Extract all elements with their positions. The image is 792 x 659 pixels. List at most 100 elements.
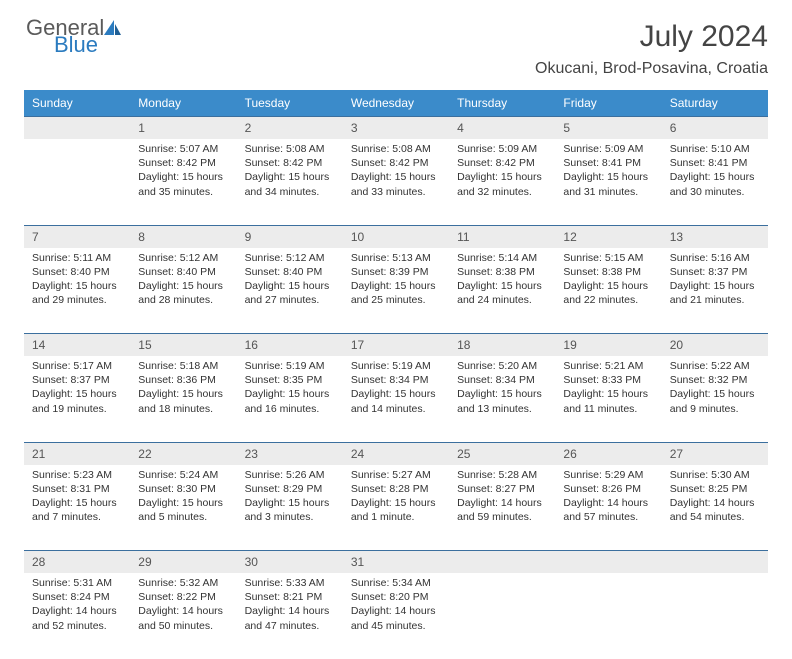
sunrise-text: Sunrise: 5:12 AM — [245, 251, 335, 265]
day-number: 21 — [24, 442, 130, 465]
daylight2-text: and 28 minutes. — [138, 293, 228, 307]
sunset-text: Sunset: 8:31 PM — [32, 482, 122, 496]
daylight1-text: Daylight: 15 hours — [457, 279, 547, 293]
day-cell: Sunrise: 5:22 AMSunset: 8:32 PMDaylight:… — [662, 356, 768, 442]
sunrise-text: Sunrise: 5:09 AM — [563, 142, 653, 156]
sunrise-text: Sunrise: 5:11 AM — [32, 251, 122, 265]
day-number: 1 — [130, 117, 236, 140]
daylight2-text: and 13 minutes. — [457, 402, 547, 416]
daylight1-text: Daylight: 15 hours — [457, 387, 547, 401]
sunrise-text: Sunrise: 5:19 AM — [351, 359, 441, 373]
daylight1-text: Daylight: 14 hours — [457, 496, 547, 510]
day-number — [24, 117, 130, 140]
day-cell: Sunrise: 5:19 AMSunset: 8:35 PMDaylight:… — [237, 356, 343, 442]
day-cell: Sunrise: 5:11 AMSunset: 8:40 PMDaylight:… — [24, 248, 130, 334]
day-cell: Sunrise: 5:24 AMSunset: 8:30 PMDaylight:… — [130, 465, 236, 551]
sunrise-text: Sunrise: 5:12 AM — [138, 251, 228, 265]
daylight2-text: and 19 minutes. — [32, 402, 122, 416]
daylight1-text: Daylight: 15 hours — [457, 170, 547, 184]
daylight1-text: Daylight: 14 hours — [32, 604, 122, 618]
daylight1-text: Daylight: 15 hours — [138, 279, 228, 293]
sunrise-text: Sunrise: 5:30 AM — [670, 468, 760, 482]
sunset-text: Sunset: 8:42 PM — [457, 156, 547, 170]
day-number: 18 — [449, 334, 555, 357]
daylight2-text: and 21 minutes. — [670, 293, 760, 307]
sunset-text: Sunset: 8:22 PM — [138, 590, 228, 604]
daylight2-text: and 45 minutes. — [351, 619, 441, 633]
sunset-text: Sunset: 8:35 PM — [245, 373, 335, 387]
location: Okucani, Brod-Posavina, Croatia — [535, 60, 768, 78]
sunset-text: Sunset: 8:27 PM — [457, 482, 547, 496]
daylight2-text: and 29 minutes. — [32, 293, 122, 307]
sunset-text: Sunset: 8:40 PM — [138, 265, 228, 279]
day-cell: Sunrise: 5:08 AMSunset: 8:42 PMDaylight:… — [237, 139, 343, 225]
day-number: 4 — [449, 117, 555, 140]
day-number-row: 123456 — [24, 117, 768, 140]
sunrise-text: Sunrise: 5:34 AM — [351, 576, 441, 590]
daylight2-text: and 27 minutes. — [245, 293, 335, 307]
day-number: 29 — [130, 551, 236, 574]
daylight1-text: Daylight: 14 hours — [563, 496, 653, 510]
daylight1-text: Daylight: 15 hours — [563, 387, 653, 401]
day-cell: Sunrise: 5:12 AMSunset: 8:40 PMDaylight:… — [130, 248, 236, 334]
sunset-text: Sunset: 8:42 PM — [351, 156, 441, 170]
day-number: 5 — [555, 117, 661, 140]
day-cell — [662, 573, 768, 659]
daylight1-text: Daylight: 15 hours — [245, 279, 335, 293]
daylight2-text: and 34 minutes. — [245, 185, 335, 199]
sunset-text: Sunset: 8:37 PM — [670, 265, 760, 279]
month-title: July 2024 — [535, 20, 768, 54]
day-cell: Sunrise: 5:32 AMSunset: 8:22 PMDaylight:… — [130, 573, 236, 659]
daylight2-text: and 7 minutes. — [32, 510, 122, 524]
day-cell: Sunrise: 5:30 AMSunset: 8:25 PMDaylight:… — [662, 465, 768, 551]
day-cell: Sunrise: 5:34 AMSunset: 8:20 PMDaylight:… — [343, 573, 449, 659]
daylight1-text: Daylight: 15 hours — [563, 279, 653, 293]
sunset-text: Sunset: 8:36 PM — [138, 373, 228, 387]
daylight2-text: and 35 minutes. — [138, 185, 228, 199]
day-number: 24 — [343, 442, 449, 465]
sunset-text: Sunset: 8:28 PM — [351, 482, 441, 496]
sunrise-text: Sunrise: 5:13 AM — [351, 251, 441, 265]
sunset-text: Sunset: 8:25 PM — [670, 482, 760, 496]
daylight1-text: Daylight: 15 hours — [351, 387, 441, 401]
daylight1-text: Daylight: 15 hours — [563, 170, 653, 184]
day-cell: Sunrise: 5:10 AMSunset: 8:41 PMDaylight:… — [662, 139, 768, 225]
sunset-text: Sunset: 8:41 PM — [670, 156, 760, 170]
day-cell: Sunrise: 5:20 AMSunset: 8:34 PMDaylight:… — [449, 356, 555, 442]
daylight1-text: Daylight: 15 hours — [351, 279, 441, 293]
daylight1-text: Daylight: 15 hours — [351, 170, 441, 184]
sunrise-text: Sunrise: 5:09 AM — [457, 142, 547, 156]
daylight1-text: Daylight: 15 hours — [245, 170, 335, 184]
daylight2-text: and 22 minutes. — [563, 293, 653, 307]
day-number: 31 — [343, 551, 449, 574]
day-header: Sunday — [24, 90, 130, 117]
daylight1-text: Daylight: 15 hours — [245, 387, 335, 401]
daylight2-text: and 9 minutes. — [670, 402, 760, 416]
daylight2-text: and 32 minutes. — [457, 185, 547, 199]
day-cell: Sunrise: 5:12 AMSunset: 8:40 PMDaylight:… — [237, 248, 343, 334]
daylight2-text: and 50 minutes. — [138, 619, 228, 633]
sunrise-text: Sunrise: 5:08 AM — [245, 142, 335, 156]
day-number: 30 — [237, 551, 343, 574]
day-header-row: Sunday Monday Tuesday Wednesday Thursday… — [24, 90, 768, 117]
day-number: 19 — [555, 334, 661, 357]
sunrise-text: Sunrise: 5:32 AM — [138, 576, 228, 590]
day-number: 12 — [555, 225, 661, 248]
day-number — [662, 551, 768, 574]
week-content-row: Sunrise: 5:23 AMSunset: 8:31 PMDaylight:… — [24, 465, 768, 551]
daylight2-text: and 3 minutes. — [245, 510, 335, 524]
daylight2-text: and 18 minutes. — [138, 402, 228, 416]
week-content-row: Sunrise: 5:11 AMSunset: 8:40 PMDaylight:… — [24, 248, 768, 334]
daylight1-text: Daylight: 14 hours — [670, 496, 760, 510]
sunset-text: Sunset: 8:38 PM — [563, 265, 653, 279]
day-number: 25 — [449, 442, 555, 465]
day-cell — [24, 139, 130, 225]
calendar-table: Sunday Monday Tuesday Wednesday Thursday… — [24, 90, 768, 659]
logo-block: General Blue — [26, 18, 124, 56]
day-number — [449, 551, 555, 574]
sunset-text: Sunset: 8:37 PM — [32, 373, 122, 387]
sunset-text: Sunset: 8:41 PM — [563, 156, 653, 170]
sunrise-text: Sunrise: 5:27 AM — [351, 468, 441, 482]
day-cell: Sunrise: 5:23 AMSunset: 8:31 PMDaylight:… — [24, 465, 130, 551]
day-cell: Sunrise: 5:18 AMSunset: 8:36 PMDaylight:… — [130, 356, 236, 442]
